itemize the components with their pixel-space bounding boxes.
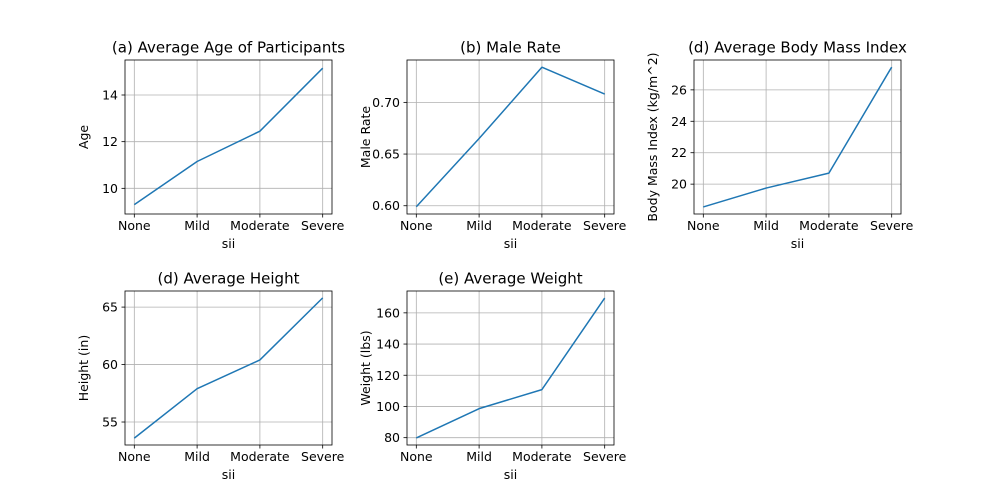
y-axis-label: Body Mass Index (kg/m^2)	[645, 52, 660, 221]
y-tick-label: 60	[102, 357, 118, 372]
y-tick-label: 14	[102, 88, 118, 103]
y-tick-label: 22	[671, 145, 687, 160]
chart-title: (d) Average Height	[158, 270, 300, 288]
y-tick-label: 26	[671, 82, 687, 97]
y-tick-label: 20	[671, 177, 687, 192]
x-tick-label: Mild	[466, 449, 492, 464]
x-tick-label: Mild	[184, 218, 210, 233]
x-tick-label: Moderate	[230, 449, 290, 464]
y-tick-label: 24	[671, 114, 687, 129]
x-tick-label: None	[400, 218, 433, 233]
x-tick-label: Moderate	[799, 218, 859, 233]
y-tick-label: 100	[376, 399, 400, 414]
axes-frame	[406, 290, 615, 446]
y-tick-label: 0.65	[372, 147, 400, 162]
x-tick-label: Mild	[753, 218, 779, 233]
x-tick-label: Severe	[583, 449, 627, 464]
x-axis-label: sii	[791, 236, 804, 251]
chart-5: None Mild Moderate Severe 80 100 120 140 160 (e) …	[358, 270, 627, 483]
x-tick-label: Severe	[870, 218, 914, 233]
series-line	[703, 66, 893, 208]
series-line	[415, 297, 606, 439]
x-tick-label: Severe	[301, 449, 345, 464]
chart-3: None Mild Moderate Severe 20 22 24 26 (d) Averag…	[645, 39, 914, 252]
chart-title: (d) Average Body Mass Index	[688, 39, 907, 57]
axes-frame	[693, 59, 902, 215]
x-tick-label: Moderate	[512, 218, 572, 233]
series-line	[415, 66, 605, 208]
series-line	[133, 297, 324, 439]
axes-frame	[124, 59, 333, 215]
x-tick-label: Moderate	[230, 218, 290, 233]
y-tick-label: 55	[102, 415, 118, 430]
y-tick-label: 80	[384, 430, 400, 445]
x-tick-label: None	[687, 218, 720, 233]
series-line	[133, 67, 324, 206]
x-tick-label: Severe	[301, 218, 345, 233]
x-tick-label: None	[118, 218, 151, 233]
y-tick-label: 160	[376, 305, 400, 320]
chart-title: (e) Average Weight	[438, 270, 582, 288]
x-axis-label: sii	[222, 467, 235, 482]
x-tick-label: Severe	[583, 218, 627, 233]
y-axis-label: Height (in)	[76, 335, 91, 401]
x-tick-label: Moderate	[512, 449, 572, 464]
chart-4: None Mild Moderate Severe 55 60 65 (d) Average …	[76, 270, 345, 483]
chart-2: None Mild Moderate Severe 0.60 0.65 0.70 (b) Ma…	[358, 39, 627, 252]
chart-title: (b) Male Rate	[460, 39, 561, 57]
x-axis-label: sii	[504, 236, 517, 251]
chart-1: None Mild Moderate Severe 10 12 14 (a) Average …	[76, 39, 345, 252]
x-axis-label: sii	[504, 467, 517, 482]
y-tick-label: 0.70	[372, 95, 400, 110]
x-tick-label: None	[400, 449, 433, 464]
y-tick-label: 120	[376, 368, 400, 383]
x-axis-label: sii	[222, 236, 235, 251]
y-tick-label: 12	[102, 134, 118, 149]
y-axis-label: Weight (lbs)	[358, 330, 373, 405]
x-tick-label: None	[118, 449, 151, 464]
y-tick-label: 10	[102, 181, 118, 196]
axes-frame	[124, 290, 333, 446]
chart-title: (a) Average Age of Participants	[112, 39, 345, 57]
y-axis-label: Male Rate	[358, 106, 373, 169]
y-axis-label: Age	[76, 125, 91, 149]
y-tick-label: 140	[376, 337, 400, 352]
axes-frame	[406, 59, 615, 215]
y-tick-label: 65	[102, 300, 118, 315]
x-tick-label: Mild	[184, 449, 210, 464]
y-tick-label: 0.60	[372, 198, 400, 213]
x-tick-label: Mild	[466, 218, 492, 233]
